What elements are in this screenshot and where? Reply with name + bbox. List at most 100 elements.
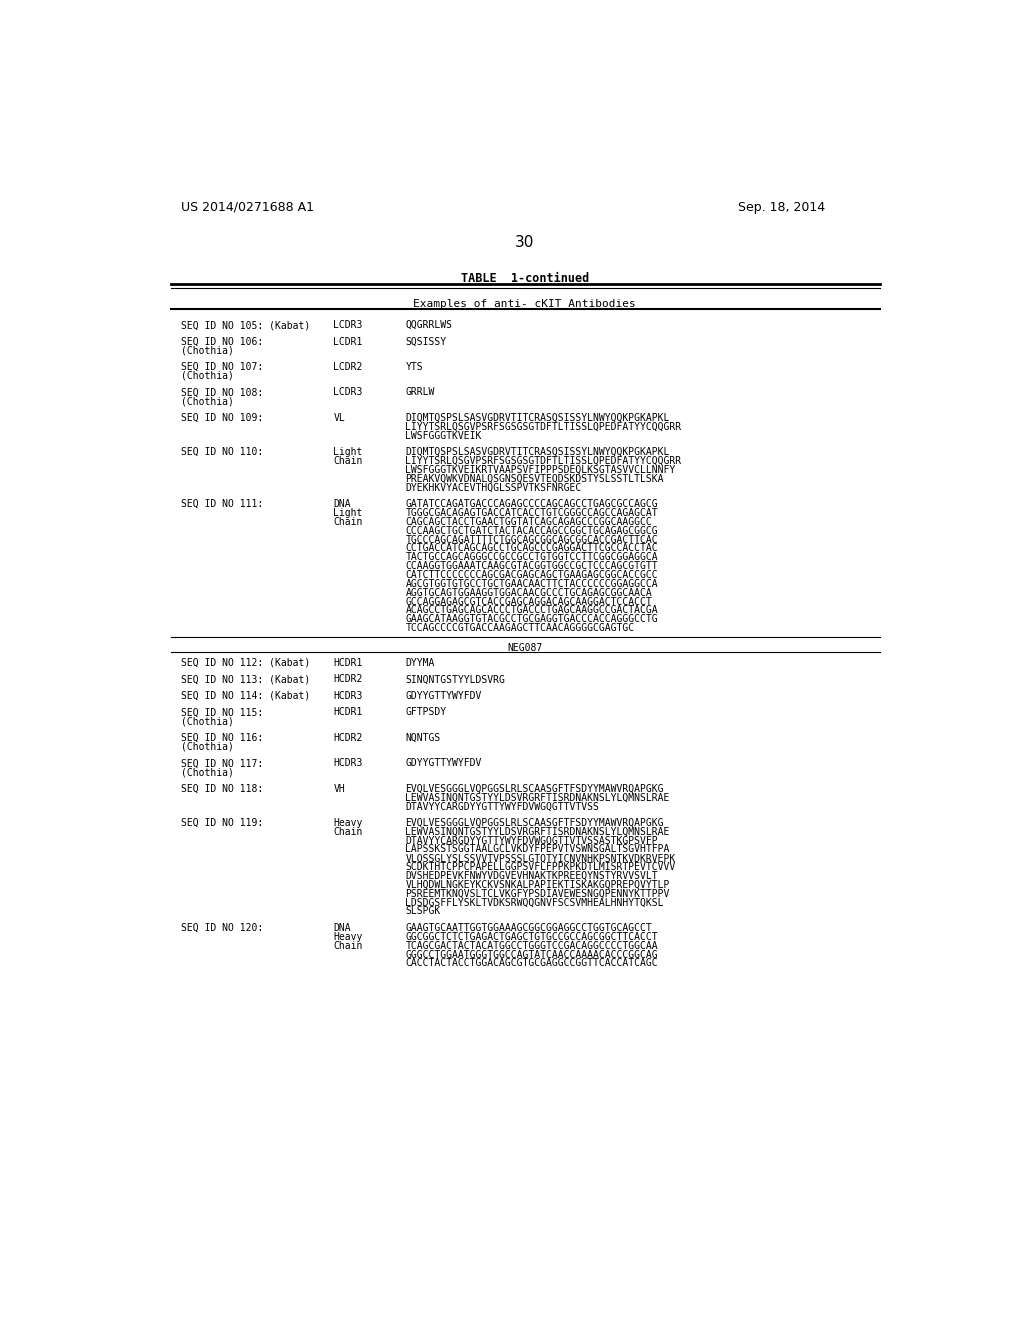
Text: GCCAGGAGAGCGTCACCGAGCAGGACAGCAAGGACTCCACCT: GCCAGGAGAGCGTCACCGAGCAGGACAGCAAGGACTCCAC… <box>406 597 652 606</box>
Text: ACAGCCTGAGCAGCACCCTGACCCTGAGCAAGGCCGACTACGA: ACAGCCTGAGCAGCACCCTGACCCTGAGCAAGGCCGACTA… <box>406 606 658 615</box>
Text: TCAGCGACTACTACATGGCCTGGGTCCGACAGGCCCCTGGCAA: TCAGCGACTACTACATGGCCTGGGTCCGACAGGCCCCTGG… <box>406 941 658 950</box>
Text: (Chothia): (Chothia) <box>180 717 233 726</box>
Text: SEQ ID NO 120:: SEQ ID NO 120: <box>180 923 263 933</box>
Text: CACCTACTACCTGGACAGCGTGCGAGGCCGGTTCACCATCAGC: CACCTACTACCTGGACAGCGTGCGAGGCCGGTTCACCATC… <box>406 958 658 969</box>
Text: CATCTTCCCCCCCAGCGACGAGCAGCTGAAGAGCGGCACCGCC: CATCTTCCCCCCCAGCGACGAGCAGCTGAAGAGCGGCACC… <box>406 570 658 579</box>
Text: GRRLW: GRRLW <box>406 388 435 397</box>
Text: Chain: Chain <box>334 941 362 950</box>
Text: LCDR3: LCDR3 <box>334 388 362 397</box>
Text: Chain: Chain <box>334 517 362 527</box>
Text: SEQ ID NO 107:: SEQ ID NO 107: <box>180 362 263 372</box>
Text: SEQ ID NO 108:: SEQ ID NO 108: <box>180 388 263 397</box>
Text: SEQ ID NO 111:: SEQ ID NO 111: <box>180 499 263 510</box>
Text: DIQMTQSPSLSASVGDRVTITCRASQSISSYLNWYQQKPGKAPKL: DIQMTQSPSLSASVGDRVTITCRASQSISSYLNWYQQKPG… <box>406 413 670 422</box>
Text: VH: VH <box>334 784 345 793</box>
Text: SEQ ID NO 105: (Kabat): SEQ ID NO 105: (Kabat) <box>180 321 310 330</box>
Text: GAAGCATAAGGTGTACGCCTGCGAGGTGACCCACCAGGGCCTG: GAAGCATAAGGTGTACGCCTGCGAGGTGACCCACCAGGGC… <box>406 614 658 624</box>
Text: HCDR3: HCDR3 <box>334 690 362 701</box>
Text: SEQ ID NO 109:: SEQ ID NO 109: <box>180 413 263 422</box>
Text: TGCCCAGCAGATTTTCTGGCAGCGGCAGCGGCACCGACTTCAC: TGCCCAGCAGATTTTCTGGCAGCGGCAGCGGCACCGACTT… <box>406 535 658 545</box>
Text: Chain: Chain <box>334 826 362 837</box>
Text: DTAVYYCARGDYYGTTYWYFDVWGQGTTVTVSS: DTAVYYCARGDYYGTTYWYFDVWGQGTTVTVSS <box>406 801 599 812</box>
Text: PSREEMTKNQVSLTCLVKGFYPSDIAVEWESNGQPENNYKTTPPV: PSREEMTKNQVSLTCLVKGFYPSDIAVEWESNGQPENNYK… <box>406 888 670 899</box>
Text: SEQ ID NO 119:: SEQ ID NO 119: <box>180 818 263 828</box>
Text: HCDR1: HCDR1 <box>334 657 362 668</box>
Text: SQSISSY: SQSISSY <box>406 337 446 347</box>
Text: Heavy: Heavy <box>334 818 362 828</box>
Text: SCDKTHTCPPCPAPELLGGPSVFLFPPKPKDTLMISRTPEVTCVVV: SCDKTHTCPPCPAPELLGGPSVFLFPPKPKDTLMISRTPE… <box>406 862 676 873</box>
Text: SEQ ID NO 117:: SEQ ID NO 117: <box>180 758 263 768</box>
Text: PREAKVQWKVDNALQSGNSQESVTEQDSKDSTYSLSSTLTLSKA: PREAKVQWKVDNALQSGNSQESVTEQDSKDSTYSLSSTLT… <box>406 474 664 483</box>
Text: CAGCAGCTACCTGAACTGGTATCAGCAGAGCCCGGCAAGGCC: CAGCAGCTACCTGAACTGGTATCAGCAGAGCCCGGCAAGG… <box>406 517 652 527</box>
Text: HCDR1: HCDR1 <box>334 708 362 717</box>
Text: SEQ ID NO 106:: SEQ ID NO 106: <box>180 337 263 347</box>
Text: VL: VL <box>334 413 345 422</box>
Text: LEWVASINQNTGSTYYLDSVRGRFTISRDNAKNSLYLQMNSLRAE: LEWVASINQNTGSTYYLDSVRGRFTISRDNAKNSLYLQMN… <box>406 826 670 837</box>
Text: SEQ ID NO 118:: SEQ ID NO 118: <box>180 784 263 793</box>
Text: GATATCCAGATGACCCAGAGCCCCAGCAGCCTGAGCGCCAGCG: GATATCCAGATGACCCAGAGCCCCAGCAGCCTGAGCGCCA… <box>406 499 658 510</box>
Text: SINQNTGSTYYLDSVRG: SINQNTGSTYYLDSVRG <box>406 675 505 684</box>
Text: LWSFGGGTKVEIK: LWSFGGGTKVEIK <box>406 430 482 441</box>
Text: Heavy: Heavy <box>334 932 362 942</box>
Text: HCDR3: HCDR3 <box>334 758 362 768</box>
Text: NEG087: NEG087 <box>507 643 543 652</box>
Text: US 2014/0271688 A1: US 2014/0271688 A1 <box>180 201 313 214</box>
Text: VLHQDWLNGKEYKCKVSNKALPAPIEKTISKAKGQPREPQVYTLP: VLHQDWLNGKEYKCKVSNKALPAPIEKTISKAKGQPREPQ… <box>406 880 670 890</box>
Text: LCDR1: LCDR1 <box>334 337 362 347</box>
Text: CCAAGGTGGAAATCAAGCGTACGGTGGCCGCTCCCAGCGTGTT: CCAAGGTGGAAATCAAGCGTACGGTGGCCGCTCCCAGCGT… <box>406 561 658 572</box>
Text: SEQ ID NO 114: (Kabat): SEQ ID NO 114: (Kabat) <box>180 690 310 701</box>
Text: GDYYGTTYWYFDV: GDYYGTTYWYFDV <box>406 758 482 768</box>
Text: SLSPGK: SLSPGK <box>406 907 440 916</box>
Text: LWSFGGGTKVEIKRTVAAPSVFIPPPSDEQLKSGTASVVCLLNNFY: LWSFGGGTKVEIKRTVAAPSVFIPPPSDEQLKSGTASVVC… <box>406 465 676 475</box>
Text: AGCGTGGTGTGCCTGCTGAACAACTTCTACCCCCCGGAGGCCA: AGCGTGGTGTGCCTGCTGAACAACTTCTACCCCCCGGAGG… <box>406 579 658 589</box>
Text: DYEKHKVYACEVTHQGLSSPVTKSFNRGEC: DYEKHKVYACEVTHQGLSSPVTKSFNRGEC <box>406 483 582 492</box>
Text: DTAVYYCARGDYYGTTYWYFDVWGQGTTVTVSSASTKGPSVFP: DTAVYYCARGDYYGTTYWYFDVWGQGTTVTVSSASTKGPS… <box>406 836 658 846</box>
Text: (Chothia): (Chothia) <box>180 396 233 407</box>
Text: Light: Light <box>334 447 362 457</box>
Text: Chain: Chain <box>334 455 362 466</box>
Text: SEQ ID NO 115:: SEQ ID NO 115: <box>180 708 263 717</box>
Text: CCTGACCATCAGCAGCCTGCAGCCCGAGGACTTCGCCACCTAC: CCTGACCATCAGCAGCCTGCAGCCCGAGGACTTCGCCACC… <box>406 544 658 553</box>
Text: QQGRRLWS: QQGRRLWS <box>406 321 453 330</box>
Text: HCDR2: HCDR2 <box>334 733 362 743</box>
Text: LEWVASINQNTGSTYYLDSVRGRFTISRDNAKNSLYLQMNSLRAE: LEWVASINQNTGSTYYLDSVRGRFTISRDNAKNSLYLQMN… <box>406 792 670 803</box>
Text: GDYYGTTYWYFDV: GDYYGTTYWYFDV <box>406 690 482 701</box>
Text: (Chothia): (Chothia) <box>180 767 233 777</box>
Text: TCCAGCCCCGTGACCAAGAGCTTCAACАGGGGCGAGTGC: TCCAGCCCCGTGACCAAGAGCTTCAACАGGGGCGAGTGC <box>406 623 635 634</box>
Text: SEQ ID NO 110:: SEQ ID NO 110: <box>180 447 263 457</box>
Text: DIQMTQSPSLSASVGDRVTITCRASQSISSYLNWYQQKPGKAPKL: DIQMTQSPSLSASVGDRVTITCRASQSISSYLNWYQQKPG… <box>406 447 670 457</box>
Text: YTS: YTS <box>406 362 423 372</box>
Text: LIYYTSRLQSGVPSRFSGSGSGTDFTLTISSLQPEDFATYYCQQGRR: LIYYTSRLQSGVPSRFSGSGSGTDFTLTISSLQPEDFATY… <box>406 455 682 466</box>
Text: DNA: DNA <box>334 923 351 933</box>
Text: Light: Light <box>334 508 362 517</box>
Text: AGGTGCAGTGGAAGGTGGACAACGCCCTGCAGAGCGGCAACА: AGGTGCAGTGGAAGGTGGACAACGCCCTGCAGAGCGGCAA… <box>406 587 652 598</box>
Text: GGCGGCTCTCTGAGACTGAGCTGTGCCGCCAGCGGCTTCACCT: GGCGGCTCTCTGAGACTGAGCTGTGCCGCCAGCGGCTTCA… <box>406 932 658 942</box>
Text: Examples of anti- cKIT Antibodies: Examples of anti- cKIT Antibodies <box>414 298 636 309</box>
Text: LAPSSKSTSGGTAALGCLVKDYFPEPVTVSWNSGALTSGVHTFPA: LAPSSKSTSGGTAALGCLVKDYFPEPVTVSWNSGALTSGV… <box>406 845 670 854</box>
Text: GFTPSDY: GFTPSDY <box>406 708 446 717</box>
Text: CCCAAGCTGCTGATCTACTACACCAGCCGGCTGCAGAGCGGCG: CCCAAGCTGCTGATCTACTACACCAGCCGGCTGCAGAGCG… <box>406 525 658 536</box>
Text: LIYYTSRLQSGVPSRFSGSGSGTDFTLTISSLQPEDFATYYCQQGRR: LIYYTSRLQSGVPSRFSGSGSGTDFTLTISSLQPEDFATY… <box>406 422 682 432</box>
Text: Sep. 18, 2014: Sep. 18, 2014 <box>738 201 825 214</box>
Text: TACTGCCAGCAGGGCCGCCGCCTGTGGTCCTTCGGCGGAGGCA: TACTGCCAGCAGGGCCGCCGCCTGTGGTCCTTCGGCGGAG… <box>406 552 658 562</box>
Text: TGGGCGACAGAGTGACCATCACCTGTCGGGCCAGCCAGAGCAT: TGGGCGACAGAGTGACCATCACCTGTCGGGCCAGCCAGAG… <box>406 508 658 517</box>
Text: EVQLVESGGGLVQPGGSLRLSCAASGFTFSDYYMAWVRQAPGKG: EVQLVESGGGLVQPGGSLRLSCAASGFTFSDYYMAWVRQA… <box>406 784 664 793</box>
Text: LCDR2: LCDR2 <box>334 362 362 372</box>
Text: DYYMA: DYYMA <box>406 657 435 668</box>
Text: TABLE  1-continued: TABLE 1-continued <box>461 272 589 285</box>
Text: LDSDGSFFLYSKLTVDKSRWQQGNVFSCSVMHEALHNHYTQKSL: LDSDGSFFLYSKLTVDKSRWQQGNVFSCSVMHEALHNHYT… <box>406 898 664 908</box>
Text: GAAGTGCAATTGGTGGAAAGCGGCGGAGGCCTGGTGCAGCCT: GAAGTGCAATTGGTGGAAAGCGGCGGAGGCCTGGTGCAGC… <box>406 923 652 933</box>
Text: SEQ ID NO 113: (Kabat): SEQ ID NO 113: (Kabat) <box>180 675 310 684</box>
Text: (Chothia): (Chothia) <box>180 742 233 751</box>
Text: SEQ ID NO 116:: SEQ ID NO 116: <box>180 733 263 743</box>
Text: EVQLVESGGGLVQPGGSLRLSCAASGFTFSDYYMAWVRQAPGKG: EVQLVESGGGLVQPGGSLRLSCAASGFTFSDYYMAWVRQA… <box>406 818 664 828</box>
Text: (Chothia): (Chothia) <box>180 346 233 355</box>
Text: DNA: DNA <box>334 499 351 510</box>
Text: VLQSSGLYSLSSVVTVPSSSLGTQTYICNVNHKPSNTKVDKRVEPK: VLQSSGLYSLSSVVTVPSSSLGTQTYICNVNHKPSNTKVD… <box>406 853 676 863</box>
Text: DVSHEDPEVKFNWYVDGVEVHNAKTKPREEQYNSTYRVVSVLT: DVSHEDPEVKFNWYVDGVEVHNAKTKPREEQYNSTYRVVS… <box>406 871 658 880</box>
Text: 30: 30 <box>515 235 535 251</box>
Text: HCDR2: HCDR2 <box>334 675 362 684</box>
Text: SEQ ID NO 112: (Kabat): SEQ ID NO 112: (Kabat) <box>180 657 310 668</box>
Text: NQNTGS: NQNTGS <box>406 733 440 743</box>
Text: LCDR3: LCDR3 <box>334 321 362 330</box>
